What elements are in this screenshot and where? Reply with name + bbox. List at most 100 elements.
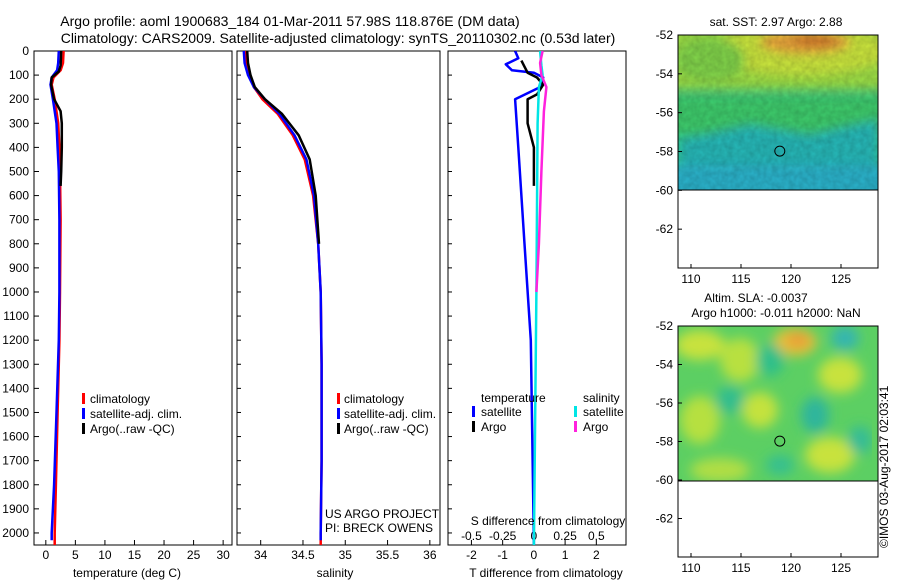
sst-float-marker <box>774 145 786 157</box>
temperature-legend: climatology satellite-adj. clim. Argo(..… <box>82 392 182 436</box>
legend-swatch-temp-satellite <box>472 406 475 417</box>
salinity-x-tick-label: 36 <box>423 548 437 562</box>
sla-cool-5 <box>848 426 872 454</box>
temperature-x-tick-label: 0 <box>42 548 49 562</box>
sla-warm-orange <box>786 333 810 347</box>
depth-tick-label: 700 <box>9 213 29 227</box>
legend-label-sal-argo: Argo <box>583 420 609 434</box>
sla-yellow-4 <box>680 396 720 444</box>
depth-tick-label: 1700 <box>2 454 29 468</box>
sst-map-lat-tick-label: -58 <box>656 145 674 159</box>
legend-swatch-satellite <box>82 408 85 419</box>
legend-label-temp-satellite: satellite <box>481 405 522 419</box>
salinity-x-tick-label: 35 <box>339 548 353 562</box>
temperature-x-tick-label: 20 <box>157 548 171 562</box>
legend-swatch-climatology <box>82 393 85 404</box>
depth-tick-label: 0 <box>22 44 29 58</box>
sst-map-lat-tick-label: -56 <box>656 106 674 120</box>
sla-map-field <box>678 326 872 481</box>
temperature-x-tick-label: 30 <box>216 548 230 562</box>
sla-yellow-6 <box>805 437 855 473</box>
salinity-x-tick-label: 34 <box>254 548 268 562</box>
axes-layer: 0100200300400500600700800900100011001200… <box>2 44 605 562</box>
legend-header-temperature: temperature <box>481 391 546 405</box>
sst-map-lat-tick-label: -62 <box>656 222 674 236</box>
sla-yellow-5 <box>742 392 778 428</box>
depth-tick-label: 100 <box>9 68 29 82</box>
difference-x-tick-label: 1 <box>562 548 569 562</box>
depth-tick-label: 300 <box>9 116 29 130</box>
difference-panel-frame <box>447 50 627 546</box>
depth-tick-label: 900 <box>9 261 29 275</box>
sla-map-lon-tick-label: 120 <box>781 561 801 575</box>
difference-series-temperature-argo <box>520 60 545 186</box>
depth-tick-label: 1200 <box>2 333 29 347</box>
legend-swatch-sal-satellite <box>574 406 577 417</box>
sla-cool-1 <box>756 344 784 376</box>
series-layer <box>49 51 548 545</box>
sla-map-lon-tick-label: 125 <box>831 561 851 575</box>
depth-tick-label: 500 <box>9 164 29 178</box>
legend-swatch-temp-argo <box>472 421 475 432</box>
salinity-series-climatology <box>244 51 323 545</box>
temperature-x-tick-label: 5 <box>72 548 79 562</box>
sla-map <box>678 326 878 481</box>
salinity-panel-frame <box>236 50 441 546</box>
depth-tick-label: 1400 <box>2 381 29 395</box>
depth-tick-label: 800 <box>9 237 29 251</box>
salinity-series-group <box>242 51 323 545</box>
temperature-x-tick-label: 15 <box>128 548 142 562</box>
legend-label-sal-satellite: satellite <box>583 405 624 419</box>
sst-speckle <box>678 35 878 190</box>
sla-map-lat-tick-label: -60 <box>656 473 674 487</box>
map-axes-layer: -52 -54 -56 -58 -60 -62 110 115 120 125 -52 -54 -56 -… <box>656 28 852 575</box>
sst-map-lon-tick-label: 120 <box>781 272 801 286</box>
depth-tick-label: 1000 <box>2 285 29 299</box>
salinity-difference-tick-label: -0.5 <box>461 529 482 543</box>
imos-timestamp: ©IMOS 03-Aug-2017 02:03:41 <box>877 385 891 548</box>
sst-map-title: sat. SST: 2.97 Argo: 2.88 <box>710 15 843 29</box>
depth-tick-label: 1900 <box>2 502 29 516</box>
figure-title-line2: Climatology: CARS2009. Satellite-adjuste… <box>61 30 616 46</box>
temperature-series-group <box>49 51 65 545</box>
sst-map-lon-tick-label: 110 <box>681 272 700 286</box>
legend-label-satellite: satellite-adj. clim. <box>90 407 182 421</box>
sla-float-marker <box>774 435 786 447</box>
salinity-x-tick-label: 35.5 <box>376 548 400 562</box>
depth-tick-label: 1500 <box>2 405 29 419</box>
difference-legend: temperature salinity satellite Argo sate… <box>472 391 624 434</box>
salinity-difference-tick-label: 0.5 <box>588 529 605 543</box>
difference-axis-label: T difference from climatology <box>469 566 623 580</box>
legend-label-climatology: climatology <box>344 392 404 406</box>
salinity-axis-label: salinity <box>317 566 354 580</box>
difference-series-group <box>504 51 548 545</box>
project-name: US ARGO PROJECT <box>325 507 440 521</box>
difference-x-tick-label: -1 <box>497 548 508 562</box>
sst-map-lat-tick-label: -60 <box>656 183 674 197</box>
sla-map-lat-tick-label: -56 <box>656 396 674 410</box>
legend-label-temp-argo: Argo <box>481 420 507 434</box>
sla-cool-6 <box>766 455 794 475</box>
sst-map-lon-tick-label: 125 <box>831 272 851 286</box>
legend-swatch-argo <box>82 423 85 434</box>
legend-label-argo: Argo(..raw -QC) <box>344 422 429 436</box>
sla-map-subtitle: Argo h1000: -0.011 h2000: NaN <box>691 306 860 320</box>
salinity-legend: climatology satellite-adj. clim. Argo(..… <box>337 392 436 436</box>
depth-tick-label: 1300 <box>2 357 29 371</box>
difference-series-salinity-satellite <box>532 51 544 545</box>
salinity-series-satellite-adj-clim- <box>242 51 323 541</box>
legend-swatch-argo <box>337 423 340 434</box>
temperature-x-tick-label: 10 <box>98 548 112 562</box>
salinity-difference-tick-label: -0.25 <box>489 529 517 543</box>
temperature-x-tick-label: 25 <box>187 548 201 562</box>
sla-map-title: Altim. SLA: -0.0037 <box>704 291 808 305</box>
sla-yellow-2 <box>720 338 760 382</box>
sst-map <box>678 35 878 190</box>
salinity-difference-tick-label: 0.25 <box>553 529 577 543</box>
depth-tick-label: 400 <box>9 140 29 154</box>
sla-yellow-3 <box>818 357 862 393</box>
figure-title-line1: Argo profile: aoml 1900683_184 01-Mar-20… <box>60 13 519 29</box>
sla-map-lat-tick-label: -62 <box>656 512 674 526</box>
depth-tick-label: 2000 <box>2 526 29 540</box>
legend-label-satellite: satellite-adj. clim. <box>344 407 436 421</box>
